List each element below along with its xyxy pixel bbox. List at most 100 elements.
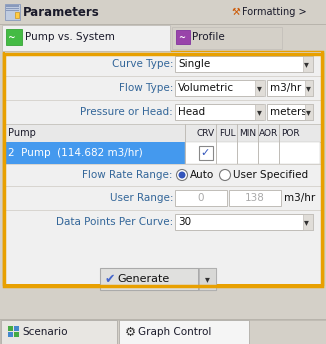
Bar: [5, 76, 321, 100]
Bar: [5, 124, 321, 142]
Text: User Specified: User Specified: [233, 170, 308, 180]
Bar: [6, 29, 22, 45]
Bar: [6, 5, 19, 7]
Bar: [15, 12, 19, 18]
Bar: [175, 80, 263, 96]
Bar: [5, 164, 321, 186]
Text: AOR: AOR: [259, 129, 279, 138]
Bar: [4, 234, 322, 284]
Text: Profile: Profile: [192, 32, 225, 42]
Bar: [5, 52, 321, 76]
Text: Flow Type:: Flow Type:: [119, 83, 173, 93]
Text: Parameters: Parameters: [23, 6, 100, 19]
Text: Head: Head: [178, 107, 205, 117]
Bar: [267, 104, 313, 120]
Text: ▾: ▾: [257, 107, 261, 117]
Bar: [267, 80, 313, 96]
Bar: [258, 124, 259, 142]
Bar: [175, 214, 313, 230]
Text: Pump: Pump: [8, 128, 36, 138]
Bar: [5, 164, 321, 186]
Text: ▾: ▾: [305, 83, 310, 93]
Bar: [14, 332, 19, 337]
Text: ⚙: ⚙: [125, 325, 136, 338]
Circle shape: [179, 172, 185, 179]
Bar: [175, 56, 313, 72]
Bar: [258, 142, 259, 164]
Bar: [279, 124, 280, 142]
Bar: [216, 142, 217, 164]
Bar: [175, 190, 227, 206]
Bar: [237, 124, 238, 142]
Text: ▾: ▾: [204, 274, 209, 284]
Text: Auto: Auto: [190, 170, 214, 180]
Text: ✔: ✔: [105, 272, 115, 286]
Circle shape: [219, 170, 230, 181]
Bar: [305, 80, 313, 96]
Text: User Range:: User Range:: [110, 193, 173, 203]
Text: Pump vs. System: Pump vs. System: [25, 32, 115, 42]
Bar: [1, 320, 117, 344]
Bar: [305, 104, 313, 120]
Bar: [5, 52, 321, 53]
Text: ~: ~: [8, 32, 16, 42]
Bar: [5, 4, 20, 20]
Bar: [4, 234, 322, 284]
Bar: [172, 27, 282, 49]
Bar: [5, 164, 321, 165]
Bar: [199, 268, 216, 290]
Bar: [5, 100, 321, 101]
Text: ▾: ▾: [305, 107, 310, 117]
Text: m3/hr: m3/hr: [270, 83, 301, 93]
Text: ✓: ✓: [200, 148, 209, 158]
Text: Volumetric: Volumetric: [178, 83, 234, 93]
Bar: [14, 326, 19, 331]
Bar: [8, 332, 13, 337]
Bar: [198, 268, 199, 290]
Bar: [0, 24, 326, 25]
Bar: [229, 190, 281, 206]
Bar: [5, 142, 321, 143]
Text: Curve Type:: Curve Type:: [111, 59, 173, 69]
Text: ⚒: ⚒: [232, 7, 241, 17]
Text: Graph Control: Graph Control: [138, 327, 211, 337]
Text: Flow Rate Range:: Flow Rate Range:: [82, 170, 173, 180]
Text: 30: 30: [178, 217, 191, 227]
Bar: [255, 80, 265, 96]
Text: ~: ~: [178, 32, 185, 42]
Text: Formatting >: Formatting >: [242, 7, 307, 17]
Bar: [303, 56, 313, 72]
Bar: [5, 100, 321, 124]
Bar: [303, 214, 313, 230]
Text: m3/hr: m3/hr: [284, 193, 315, 203]
Text: 138: 138: [245, 193, 265, 203]
Bar: [5, 210, 321, 284]
Bar: [237, 142, 238, 164]
Bar: [216, 124, 217, 142]
Text: Scenario: Scenario: [22, 327, 67, 337]
Bar: [5, 142, 321, 164]
Bar: [4, 52, 322, 284]
Text: Data Points Per Curve:: Data Points Per Curve:: [56, 217, 173, 227]
Text: ▾: ▾: [257, 83, 261, 93]
Bar: [5, 186, 321, 187]
Bar: [2, 25, 170, 51]
Text: meters: meters: [270, 107, 307, 117]
Bar: [5, 186, 321, 210]
Circle shape: [176, 170, 187, 181]
Text: CRV: CRV: [197, 129, 215, 138]
Bar: [6, 8, 19, 9]
Bar: [5, 186, 321, 210]
Bar: [0, 25, 326, 51]
Bar: [185, 124, 186, 142]
Bar: [199, 146, 213, 160]
Text: ▾: ▾: [304, 217, 308, 227]
Bar: [0, 320, 326, 344]
Bar: [5, 210, 321, 211]
Text: Generate: Generate: [117, 274, 169, 284]
Bar: [176, 30, 190, 44]
Text: 0: 0: [198, 193, 204, 203]
Bar: [185, 142, 320, 164]
Text: Single: Single: [178, 59, 210, 69]
Text: ▾: ▾: [304, 59, 308, 69]
